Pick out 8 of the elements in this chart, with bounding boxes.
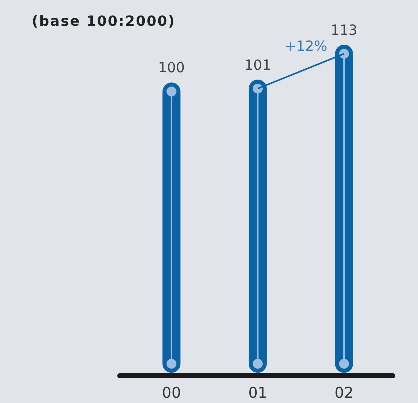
- x-tick-label: 00: [162, 384, 182, 402]
- annotation: +12%: [284, 39, 328, 55]
- data-label: 113: [330, 23, 358, 39]
- data-label: 101: [244, 58, 272, 74]
- x-tick-label: 02: [334, 384, 354, 402]
- data-label: 100: [158, 60, 186, 77]
- chart-title: (base 100:2000): [32, 14, 176, 30]
- x-tick-label: 01: [248, 384, 268, 402]
